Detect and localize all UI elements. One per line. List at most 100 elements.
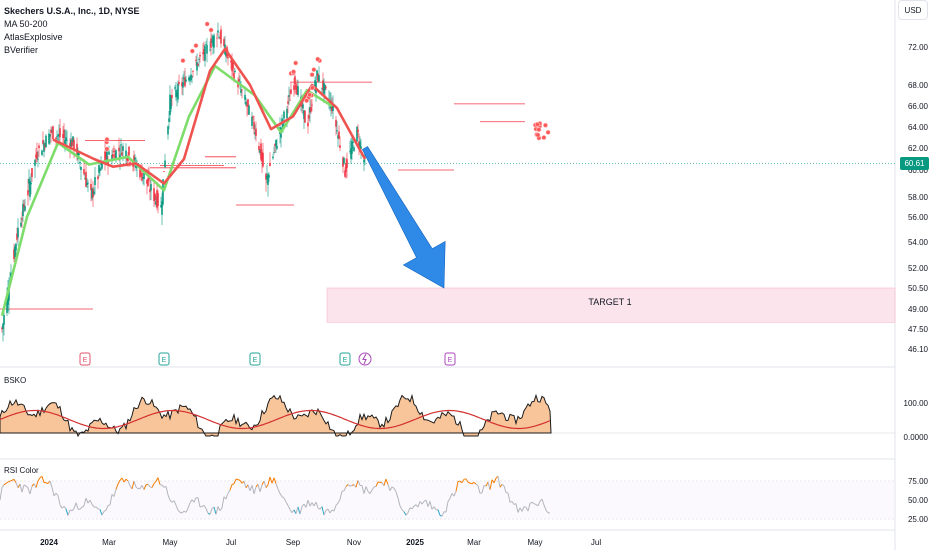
- candle-body: [225, 54, 227, 57]
- indicator-bverifier[interactable]: BVerifier: [4, 45, 39, 55]
- candle-body: [199, 55, 201, 57]
- candle-body: [37, 158, 39, 160]
- rsi-segment: [141, 485, 145, 490]
- rsi-segment: [307, 499, 311, 507]
- candle-body: [73, 140, 75, 150]
- rsi-segment: [131, 480, 135, 490]
- candle-body: [266, 175, 268, 179]
- candle-body: [220, 29, 222, 44]
- rsi-segment: [391, 486, 395, 489]
- candle-body: [309, 106, 311, 113]
- candle-body: [93, 191, 95, 194]
- rsi-segment: [407, 507, 411, 513]
- rsi-segment: [409, 507, 413, 510]
- candle-body: [150, 184, 152, 191]
- signal-marker: [309, 72, 315, 78]
- candle-body: [252, 116, 254, 118]
- candle-body: [104, 151, 106, 161]
- candle-body: [146, 179, 148, 184]
- rsi-segment: [269, 476, 273, 484]
- signal-marker: [311, 67, 317, 73]
- candle-body: [56, 135, 58, 137]
- rsi-segment: [363, 486, 367, 494]
- bsko-pane-label[interactable]: BSKO: [4, 376, 27, 385]
- currency-button[interactable]: USD: [898, 0, 928, 20]
- rsi-segment: [403, 511, 407, 516]
- y-tick-label: 60.00: [908, 166, 929, 175]
- rsi-segment: [369, 489, 373, 495]
- symbol-title[interactable]: Skechers U.S.A., Inc., 1D, NYSE: [4, 6, 140, 16]
- rsi-tick-label: 25.00: [908, 515, 929, 524]
- candle-body: [154, 193, 156, 201]
- rsi-segment: [121, 477, 125, 483]
- rsi-segment: [3, 482, 7, 486]
- rsi-segment: [455, 481, 459, 492]
- rsi-segment: [203, 504, 207, 509]
- candle-body: [14, 246, 16, 257]
- signal-marker: [104, 146, 110, 152]
- rsi-tick-label: 50.00: [908, 496, 929, 505]
- candle-body: [293, 85, 295, 90]
- rsi-segment: [55, 492, 59, 496]
- candle-body: [122, 146, 124, 151]
- rsi-segment: [253, 486, 257, 494]
- indicator-ma[interactable]: MA 50-200: [4, 19, 48, 29]
- candle-body: [272, 156, 274, 159]
- indicator-atlas[interactable]: AtlasExplosive: [4, 32, 63, 42]
- rsi-segment: [473, 481, 477, 485]
- candle-body: [50, 129, 52, 133]
- candle-body: [230, 60, 232, 63]
- candle-body: [255, 128, 257, 136]
- rsi-pane-label[interactable]: RSI Color: [4, 466, 39, 475]
- candle-body: [66, 139, 68, 141]
- candle-body: [111, 154, 113, 161]
- candle-body: [234, 70, 236, 73]
- candle-body: [286, 108, 288, 119]
- candle-body: [297, 86, 299, 96]
- rsi-segment: [19, 483, 23, 493]
- rsi-segment: [231, 483, 235, 485]
- candle-body: [174, 87, 176, 89]
- candle-body: [198, 58, 200, 60]
- candle-body: [322, 80, 324, 91]
- candle-body: [83, 169, 85, 175]
- candle-body: [63, 129, 65, 138]
- candle-body: [168, 118, 170, 122]
- y-tick-label: 64.00: [908, 123, 929, 132]
- x-tick-label: Mar: [102, 538, 116, 547]
- candle-body: [227, 57, 229, 59]
- candle-body: [160, 205, 162, 208]
- rsi-segment: [503, 485, 507, 493]
- candle-body: [303, 110, 305, 120]
- candle-body: [337, 135, 339, 139]
- candle-body: [336, 130, 338, 132]
- rsi-segment: [67, 509, 71, 516]
- candle-body: [339, 145, 341, 148]
- candle-body: [363, 159, 365, 163]
- candle-body: [101, 162, 103, 169]
- rsi-segment: [261, 480, 265, 486]
- candle-body: [59, 128, 61, 138]
- rsi-segment: [469, 482, 473, 485]
- rsi-segment: [213, 506, 217, 515]
- target-zone: [326, 287, 896, 323]
- candle-body: [318, 75, 320, 82]
- rsi-segment: [69, 509, 73, 512]
- rsi-segment: [175, 504, 179, 511]
- y-tick-label: 50.50: [908, 284, 929, 293]
- rsi-segment: [95, 506, 99, 510]
- chart-legend: Skechers U.S.A., Inc., 1D, NYSE MA 50-20…: [4, 5, 140, 57]
- rsi-segment: [537, 501, 541, 506]
- candle-body: [352, 141, 354, 144]
- candle-body: [248, 105, 250, 115]
- candle-body: [171, 95, 173, 98]
- candle-body: [176, 92, 178, 97]
- y-tick-label: 46.10: [908, 345, 929, 354]
- signal-marker: [536, 127, 542, 133]
- candle-body: [240, 89, 242, 93]
- rsi-segment: [221, 496, 225, 508]
- rsi-segment: [483, 484, 487, 487]
- candle-body: [31, 168, 33, 177]
- rsi-segment: [179, 511, 183, 514]
